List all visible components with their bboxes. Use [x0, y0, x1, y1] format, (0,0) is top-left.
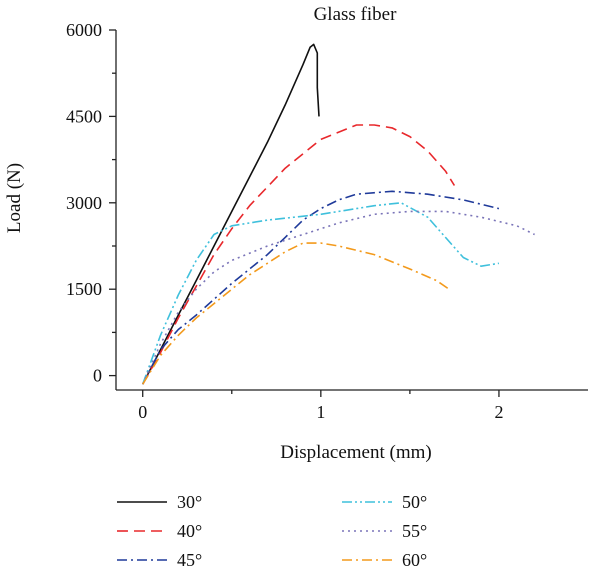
series-line — [142, 124, 456, 385]
series-line — [142, 242, 450, 385]
x-tick-label: 2 — [494, 402, 503, 422]
x-tick-label: 1 — [316, 402, 325, 422]
legend-label: 40° — [177, 521, 202, 541]
y-tick-label: 3000 — [66, 193, 102, 213]
x-axis-label: Displacement (mm) — [280, 442, 431, 463]
x-tick-label: 0 — [138, 402, 147, 422]
y-tick-label: 4500 — [66, 106, 102, 126]
series-line — [141, 43, 320, 385]
legend-label: 45° — [177, 550, 202, 570]
series-line — [141, 210, 535, 385]
y-axis-label: Load (N) — [4, 163, 25, 233]
legend-label: 50° — [402, 492, 427, 512]
axes — [115, 30, 588, 391]
legend: 30° 40° 45° 50° 55° 60° — [117, 492, 427, 570]
legend-label: 30° — [177, 492, 202, 512]
chart-title: Glass fiber — [314, 4, 398, 25]
plot-lines — [141, 43, 535, 385]
series-line — [141, 202, 500, 385]
legend-label: 60° — [402, 550, 427, 570]
ticks: 0 1500 3000 4500 6000 0 1 2 — [66, 20, 503, 422]
y-tick-label: 1500 — [66, 279, 102, 299]
y-tick-label: 0 — [93, 366, 102, 386]
legend-label: 55° — [402, 521, 427, 541]
y-tick-label: 6000 — [66, 20, 102, 40]
